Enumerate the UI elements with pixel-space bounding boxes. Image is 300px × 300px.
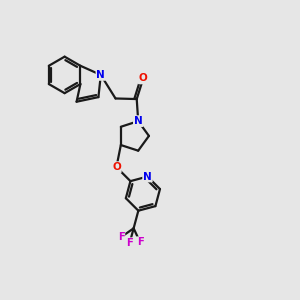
Text: O: O (112, 162, 121, 172)
Text: F: F (118, 232, 124, 242)
Text: N: N (96, 70, 105, 80)
Text: F: F (126, 238, 133, 248)
Text: N: N (143, 172, 152, 182)
Text: O: O (139, 74, 148, 83)
Text: N: N (134, 116, 142, 126)
Text: F: F (137, 237, 143, 247)
